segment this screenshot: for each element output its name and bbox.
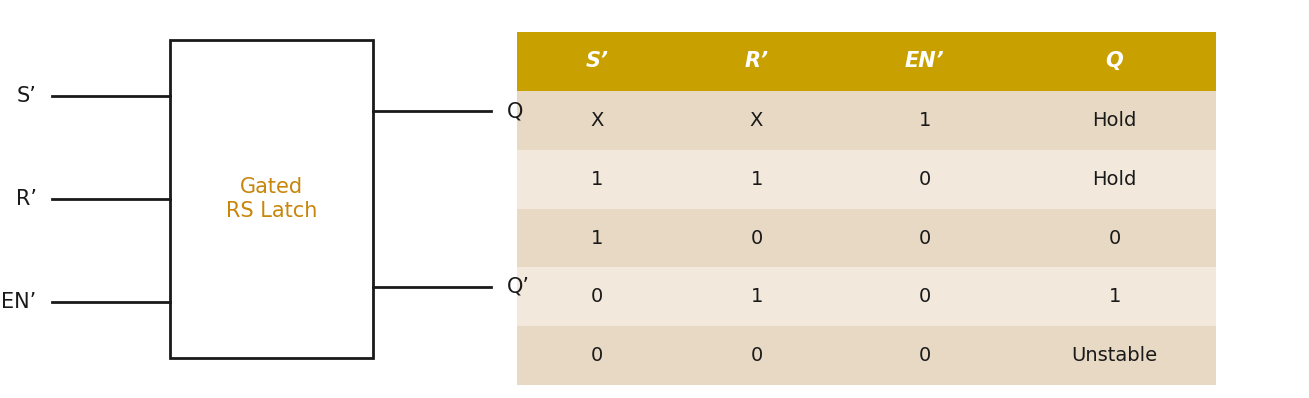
Text: Q: Q [507, 101, 524, 121]
FancyBboxPatch shape [1013, 267, 1216, 326]
FancyBboxPatch shape [517, 267, 677, 326]
FancyBboxPatch shape [1013, 150, 1216, 209]
Text: Hold: Hold [1093, 111, 1136, 130]
Text: Q: Q [1106, 51, 1123, 71]
Text: S’: S’ [585, 51, 609, 71]
FancyBboxPatch shape [836, 32, 1013, 91]
Text: Q’: Q’ [507, 277, 530, 297]
Text: EN’: EN’ [905, 51, 945, 71]
Text: 0: 0 [590, 287, 603, 306]
Text: 1: 1 [1109, 287, 1121, 306]
FancyBboxPatch shape [517, 326, 677, 385]
FancyBboxPatch shape [1013, 209, 1216, 267]
Text: X: X [750, 111, 763, 130]
FancyBboxPatch shape [836, 150, 1013, 209]
FancyBboxPatch shape [1013, 32, 1216, 91]
FancyBboxPatch shape [836, 326, 1013, 385]
FancyBboxPatch shape [170, 40, 373, 358]
Text: 0: 0 [919, 170, 931, 189]
FancyBboxPatch shape [677, 32, 836, 91]
FancyBboxPatch shape [677, 209, 836, 267]
Text: 0: 0 [919, 287, 931, 306]
Text: 1: 1 [750, 170, 763, 189]
FancyBboxPatch shape [1013, 326, 1216, 385]
FancyBboxPatch shape [836, 91, 1013, 150]
Text: 0: 0 [919, 228, 931, 248]
FancyBboxPatch shape [517, 150, 677, 209]
Text: R’: R’ [745, 51, 768, 71]
Text: 0: 0 [590, 346, 603, 365]
Text: R’: R’ [16, 189, 37, 209]
FancyBboxPatch shape [677, 326, 836, 385]
Text: 0: 0 [919, 346, 931, 365]
Text: 1: 1 [750, 287, 763, 306]
FancyBboxPatch shape [1013, 91, 1216, 150]
Text: X: X [590, 111, 603, 130]
FancyBboxPatch shape [677, 150, 836, 209]
Text: 0: 0 [1109, 228, 1121, 248]
FancyBboxPatch shape [677, 267, 836, 326]
Text: EN’: EN’ [1, 293, 37, 312]
FancyBboxPatch shape [836, 267, 1013, 326]
Text: 0: 0 [750, 346, 763, 365]
FancyBboxPatch shape [517, 209, 677, 267]
Text: S’: S’ [17, 86, 37, 105]
Text: 0: 0 [750, 228, 763, 248]
Text: 1: 1 [590, 228, 603, 248]
Text: 1: 1 [590, 170, 603, 189]
Text: Unstable: Unstable [1072, 346, 1157, 365]
FancyBboxPatch shape [836, 209, 1013, 267]
Text: Hold: Hold [1093, 170, 1136, 189]
Text: 1: 1 [919, 111, 931, 130]
FancyBboxPatch shape [517, 32, 677, 91]
Text: Gated
RS Latch: Gated RS Latch [226, 178, 317, 220]
FancyBboxPatch shape [677, 91, 836, 150]
FancyBboxPatch shape [517, 91, 677, 150]
